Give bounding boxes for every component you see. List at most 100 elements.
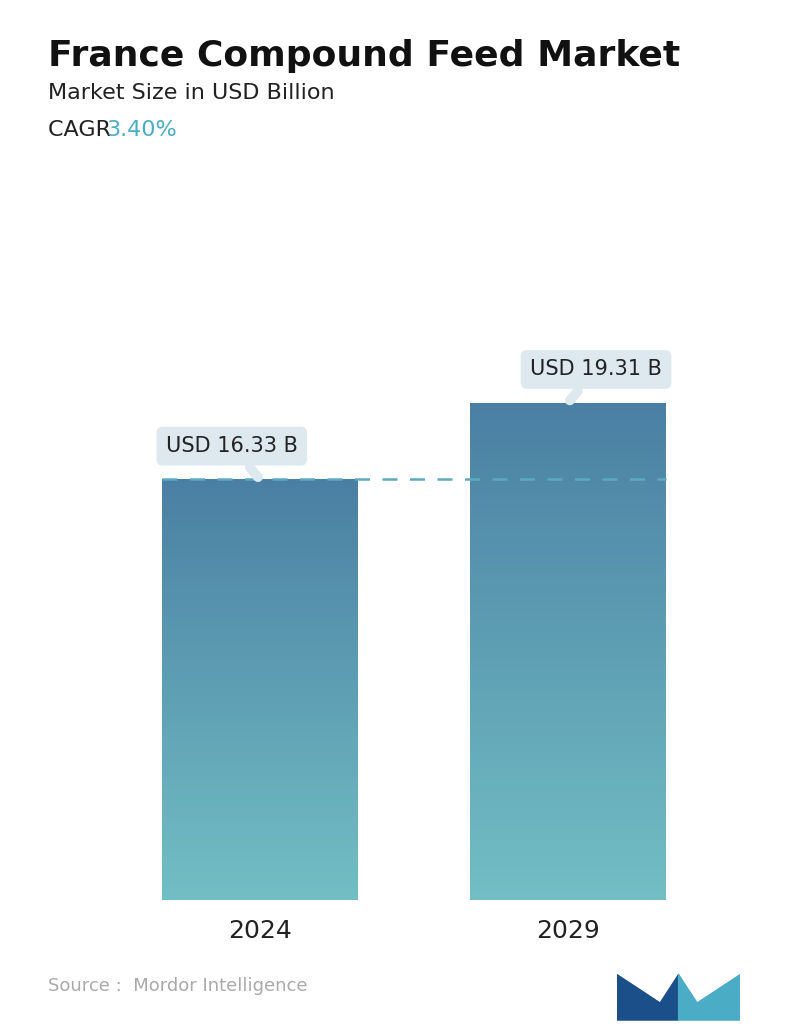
Bar (470, 698, 666, 700)
Bar (470, 461, 666, 463)
Bar (470, 639, 666, 641)
Bar (470, 769, 666, 771)
Bar (470, 583, 666, 585)
Bar (162, 634, 358, 635)
Bar (162, 592, 358, 595)
Bar (162, 707, 358, 709)
Bar (162, 816, 358, 818)
Bar (162, 888, 358, 889)
Bar (470, 497, 666, 499)
Bar (470, 410, 666, 413)
Bar (162, 893, 358, 894)
Bar (470, 579, 666, 581)
Text: USD 19.31 B: USD 19.31 B (530, 360, 662, 400)
Bar (470, 519, 666, 521)
Bar (470, 725, 666, 727)
Bar (470, 707, 666, 709)
Bar (470, 676, 666, 678)
Bar (162, 624, 358, 626)
Bar (470, 408, 666, 410)
Bar (162, 581, 358, 583)
Bar (470, 541, 666, 543)
Bar (162, 570, 358, 571)
Bar (470, 826, 666, 828)
Bar (162, 709, 358, 710)
Bar (162, 595, 358, 596)
Bar (470, 470, 666, 473)
Bar (162, 898, 358, 900)
Bar (162, 838, 358, 839)
Bar (470, 682, 666, 685)
Bar (470, 659, 666, 661)
Bar (162, 734, 358, 735)
Bar (162, 799, 358, 801)
Bar (470, 647, 666, 649)
Bar (162, 698, 358, 699)
Polygon shape (678, 974, 740, 1020)
Bar (470, 736, 666, 738)
Bar (470, 510, 666, 512)
Bar (162, 727, 358, 729)
Bar (470, 738, 666, 740)
Bar (162, 612, 358, 614)
Bar (162, 858, 358, 860)
Bar (162, 578, 358, 579)
Bar (470, 767, 666, 769)
Bar (162, 749, 358, 751)
Bar (162, 662, 358, 663)
Bar (470, 802, 666, 804)
Bar (470, 558, 666, 559)
Bar (162, 788, 358, 790)
Bar (470, 475, 666, 477)
Bar (470, 585, 666, 587)
Bar (470, 444, 666, 446)
Bar (470, 813, 666, 814)
Bar (162, 819, 358, 821)
Bar (470, 884, 666, 886)
Bar (162, 645, 358, 647)
Bar (470, 651, 666, 653)
Bar (470, 669, 666, 670)
Bar (162, 483, 358, 484)
Bar (470, 890, 666, 891)
Bar (162, 846, 358, 847)
Bar (470, 501, 666, 504)
Bar (470, 847, 666, 849)
Bar (162, 678, 358, 679)
Bar (470, 734, 666, 736)
Bar (470, 680, 666, 682)
Text: Source :  Mordor Intelligence: Source : Mordor Intelligence (48, 977, 307, 995)
Bar (470, 873, 666, 875)
Bar (470, 754, 666, 756)
Bar (470, 727, 666, 729)
Bar (470, 844, 666, 845)
Bar (162, 768, 358, 770)
Bar (470, 661, 666, 663)
Bar (470, 760, 666, 762)
Bar (470, 430, 666, 432)
Bar (162, 857, 358, 858)
Bar (162, 723, 358, 724)
Bar (470, 607, 666, 608)
Bar (470, 752, 666, 754)
Bar (470, 719, 666, 721)
Bar (162, 506, 358, 508)
Bar (470, 486, 666, 488)
Bar (470, 459, 666, 461)
Bar (162, 611, 358, 612)
Bar (162, 575, 358, 576)
Bar (162, 824, 358, 826)
Bar (470, 634, 666, 636)
Bar (162, 699, 358, 701)
Bar (162, 773, 358, 774)
Text: 3.40%: 3.40% (107, 120, 178, 140)
Bar (470, 780, 666, 781)
Bar (162, 855, 358, 857)
Bar (162, 489, 358, 491)
Bar (470, 616, 666, 618)
Bar (162, 525, 358, 527)
Bar (162, 603, 358, 604)
Bar (470, 535, 666, 537)
Bar (470, 624, 666, 626)
Bar (470, 422, 666, 424)
